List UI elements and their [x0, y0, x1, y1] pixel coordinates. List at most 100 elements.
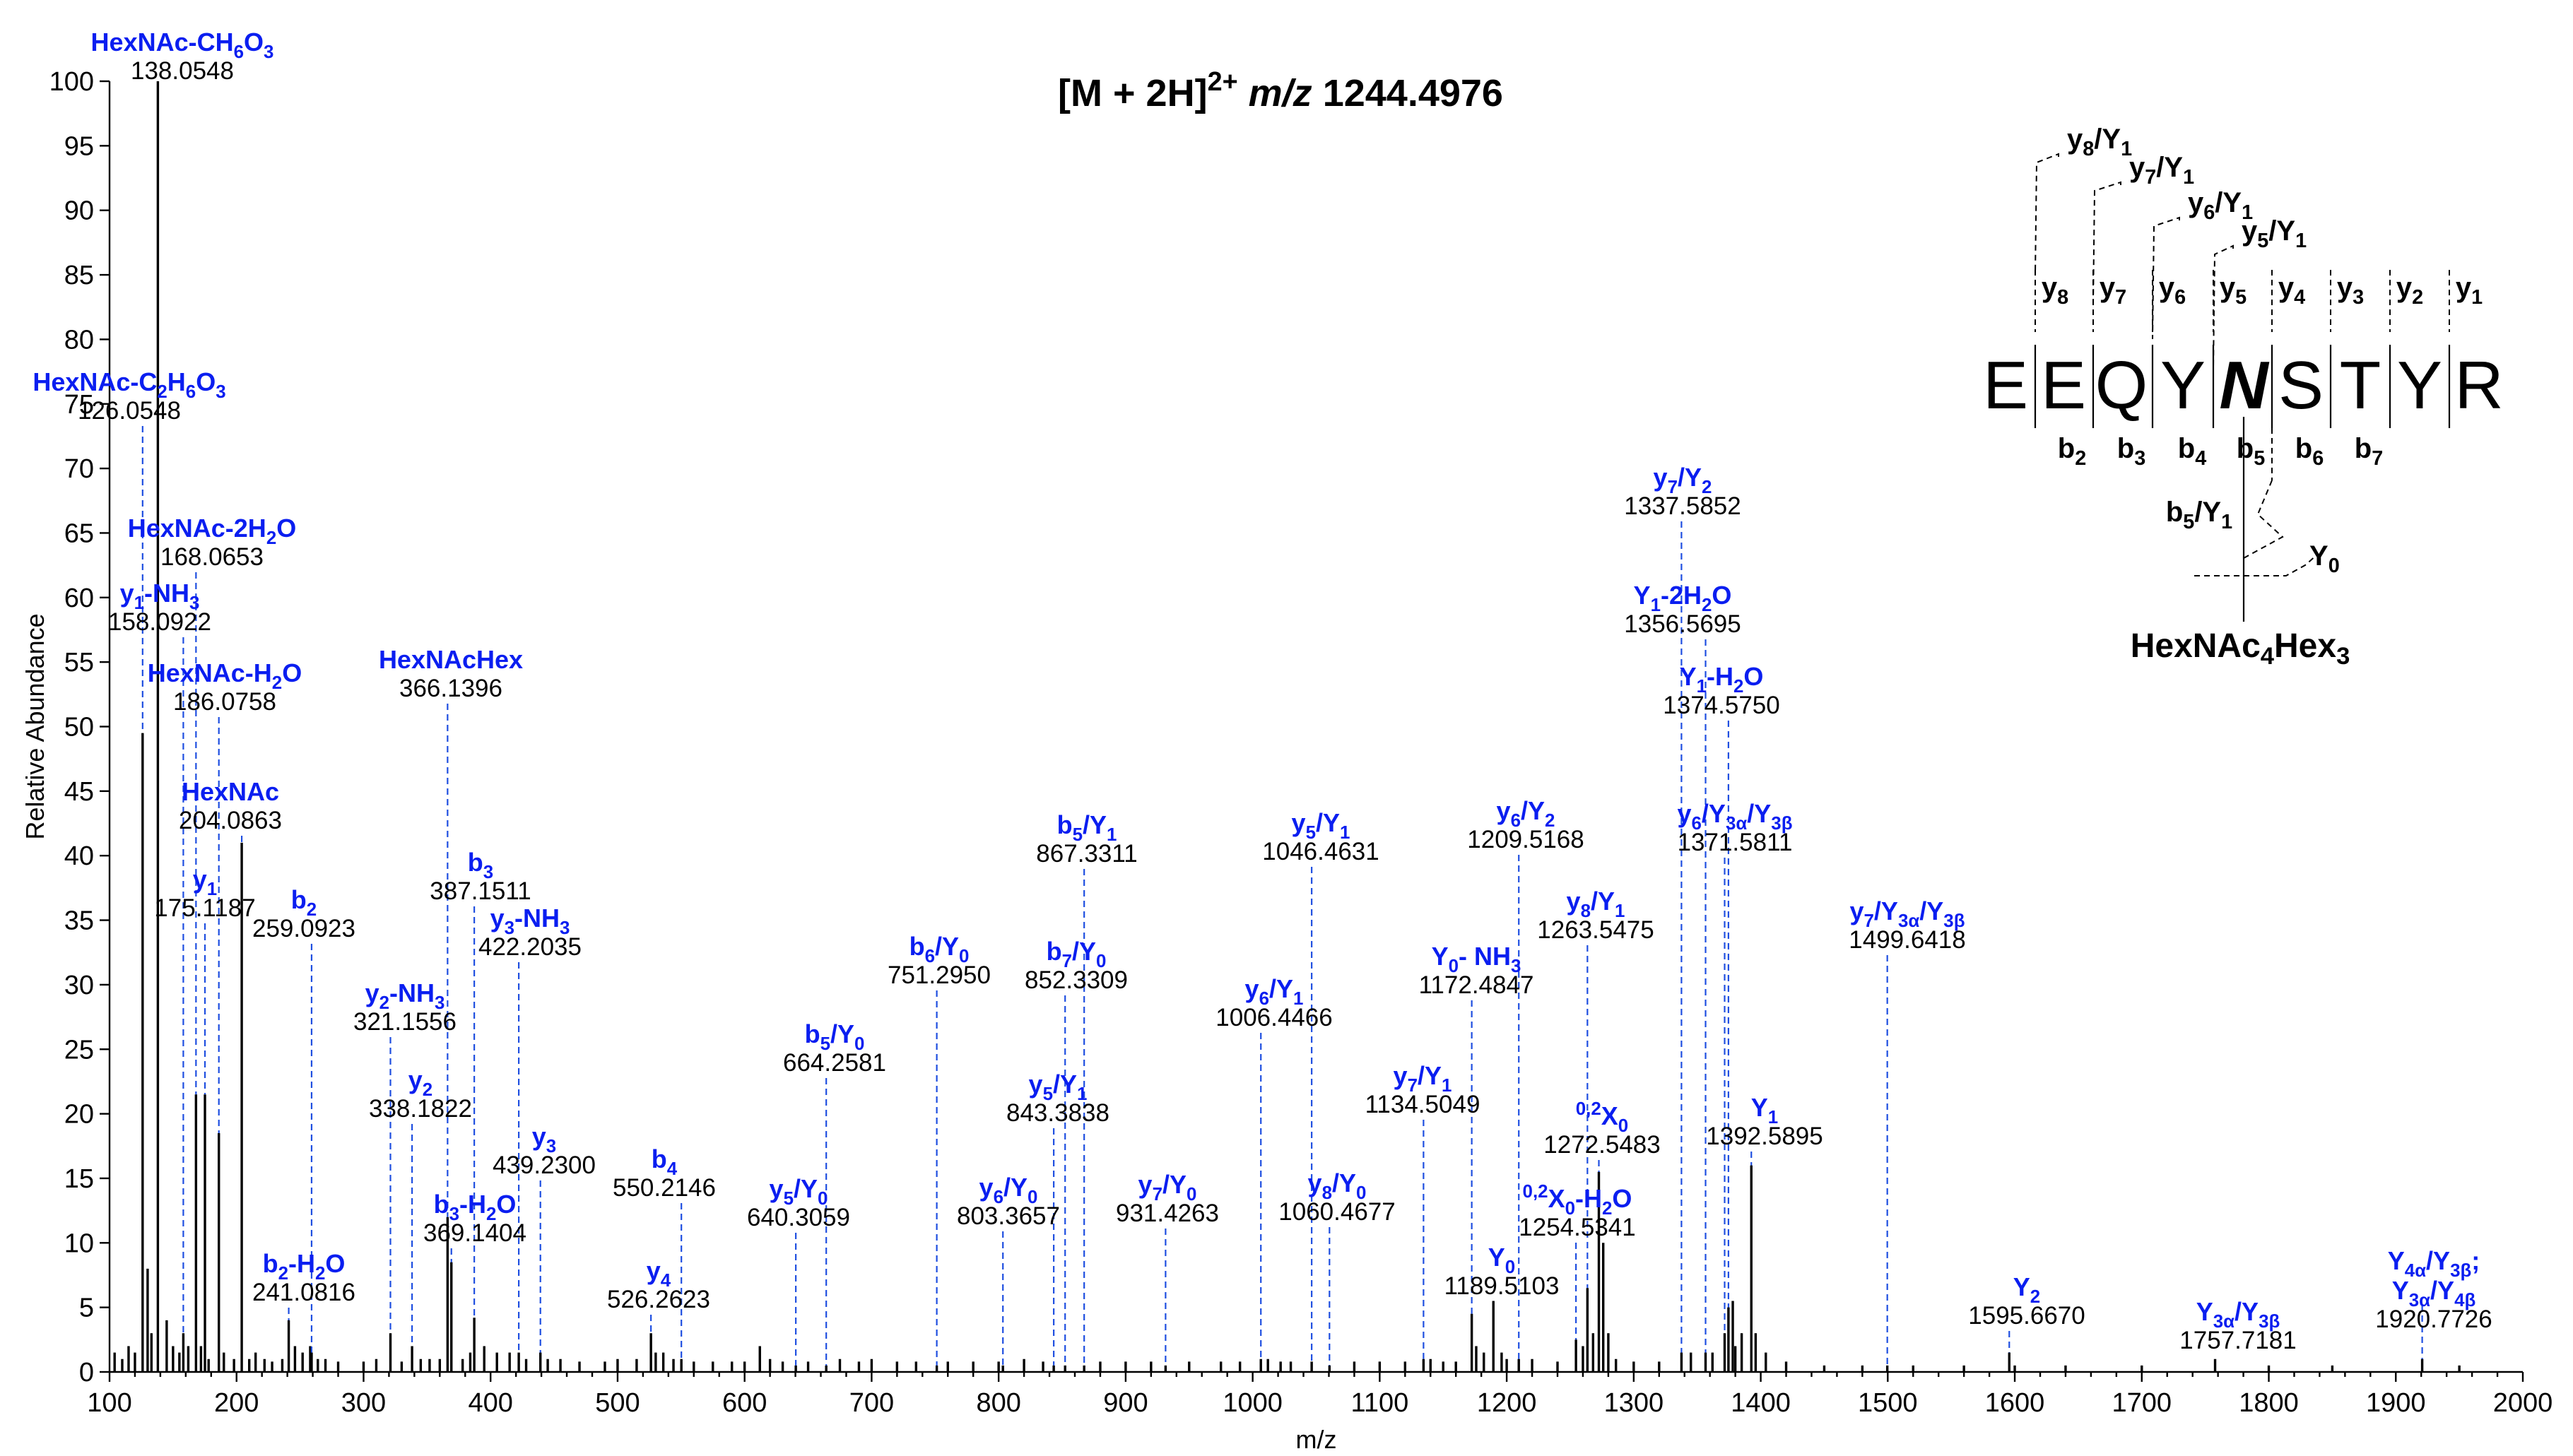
y-tick-label: 10 [64, 1229, 94, 1258]
x-tick-label: 1200 [1477, 1388, 1537, 1418]
b-ion-label: b3 [2117, 433, 2145, 470]
mz-value: 931.4263 [1116, 1200, 1219, 1227]
mz-value: 175.1187 [154, 894, 255, 922]
ion-label: y2 [408, 1065, 432, 1100]
glyco-y-label: y6/Y1 [2188, 187, 2253, 224]
y-tick-label: 5 [79, 1294, 94, 1323]
residue-T: T [2340, 348, 2381, 423]
ion-label: y3-NH3 [490, 904, 570, 938]
x-tick-label: 2000 [2493, 1388, 2553, 1418]
x-tick-label: 200 [214, 1388, 259, 1418]
y-tick-label: 50 [64, 713, 94, 742]
mz-value: 1060.4677 [1278, 1198, 1395, 1226]
residue-Q: Q [2095, 348, 2148, 423]
mz-value: 168.0653 [160, 543, 264, 571]
chart-title: [M + 2H]2+ m/z 1244.4976 [1058, 67, 1503, 114]
y-tick-label: 70 [64, 454, 94, 484]
mz-value: 1392.5895 [1706, 1123, 1823, 1150]
mz-value: 1499.6418 [1849, 926, 1965, 954]
b5-y1-dash [2243, 480, 2284, 559]
ion-label: Y1-H2O [1680, 662, 1764, 697]
ion-label: y8/Y1 [1567, 887, 1625, 921]
ion-label: HexNAc [182, 777, 279, 806]
mz-value: 867.3311 [1036, 840, 1137, 868]
mz-value: 526.2623 [607, 1286, 710, 1313]
mz-value: 1189.5103 [1444, 1272, 1560, 1300]
x-tick-label: 1000 [1223, 1388, 1283, 1418]
ion-label: y6/Y1 [1245, 974, 1304, 1009]
y-ion-label: y3 [2337, 272, 2364, 309]
mz-value: 1006.4466 [1215, 1004, 1332, 1031]
mz-value: 1263.5475 [1537, 916, 1654, 944]
b-ion-label: b5 [2237, 433, 2265, 470]
ion-label: b3 [468, 848, 493, 882]
mz-value: 1356.5695 [1624, 610, 1741, 638]
mz-value: 1595.6670 [1968, 1302, 2085, 1330]
mz-value: 241.0816 [252, 1279, 355, 1306]
y-tick-label: 65 [64, 519, 94, 548]
x-tick-label: 1100 [1351, 1388, 1409, 1418]
y-ion-label: y8 [2042, 272, 2068, 309]
mz-value: 550.2146 [613, 1174, 716, 1202]
residue-Y: Y [2160, 348, 2206, 423]
mz-value: 1172.4847 [1419, 971, 1534, 999]
mz-value: 158.0922 [108, 608, 211, 636]
y-ion-label: y6 [2159, 272, 2186, 309]
glyco-y-bracket [2035, 153, 2059, 276]
ion-label: y5/Y1 [1292, 808, 1350, 843]
ion-label: HexNAc-2H2O [128, 514, 297, 548]
mz-value: 1757.7181 [2179, 1327, 2296, 1354]
y-tick-label: 95 [64, 131, 94, 161]
glyco-y-label: y5/Y1 [2242, 215, 2307, 252]
y-tick-label: 30 [64, 971, 94, 1000]
mz-value: 387.1511 [430, 877, 531, 905]
ion-label: Y4α/Y3β; [2388, 1246, 2480, 1281]
y-ion-label: y5 [2220, 272, 2247, 309]
x-tick-label: 600 [722, 1388, 767, 1418]
ion-label: b5/Y0 [805, 1019, 865, 1054]
mz-value: 204.0863 [179, 807, 282, 834]
y-tick-label: 35 [64, 906, 94, 936]
ion-label: b4 [652, 1144, 678, 1179]
b-ion-label: b7 [2355, 433, 2383, 470]
ion-label: 0,2X0 [1576, 1099, 1628, 1136]
ion-label: y2-NH3 [365, 978, 445, 1013]
mz-value: 1254.5341 [1519, 1214, 1635, 1241]
ion-label: y8/Y0 [1308, 1168, 1367, 1203]
b5-y1-label: b5/Y1 [2166, 497, 2232, 533]
ion-label: y7/Y3α/Y3β [1849, 896, 1965, 931]
mz-value: 138.0548 [131, 57, 234, 85]
residue-N: N [2219, 348, 2269, 423]
residue-R: R [2454, 348, 2503, 423]
x-tick-label: 1700 [2112, 1388, 2172, 1418]
ion-label: HexNAc-H2O [148, 658, 302, 693]
ion-label: HexNAc-CH6O3 [91, 28, 274, 62]
ion-label: y6/Y3α/Y3β [1677, 799, 1792, 834]
x-tick-label: 1800 [2239, 1388, 2299, 1418]
x-tick-label: 1400 [1731, 1388, 1791, 1418]
minor-peaks [113, 1243, 2461, 1372]
b-ion-label: b6 [2295, 433, 2324, 470]
ion-label: b2 [291, 885, 317, 920]
x-tick-label: 1300 [1604, 1388, 1664, 1418]
ion-label: y1-NH3 [120, 579, 200, 613]
